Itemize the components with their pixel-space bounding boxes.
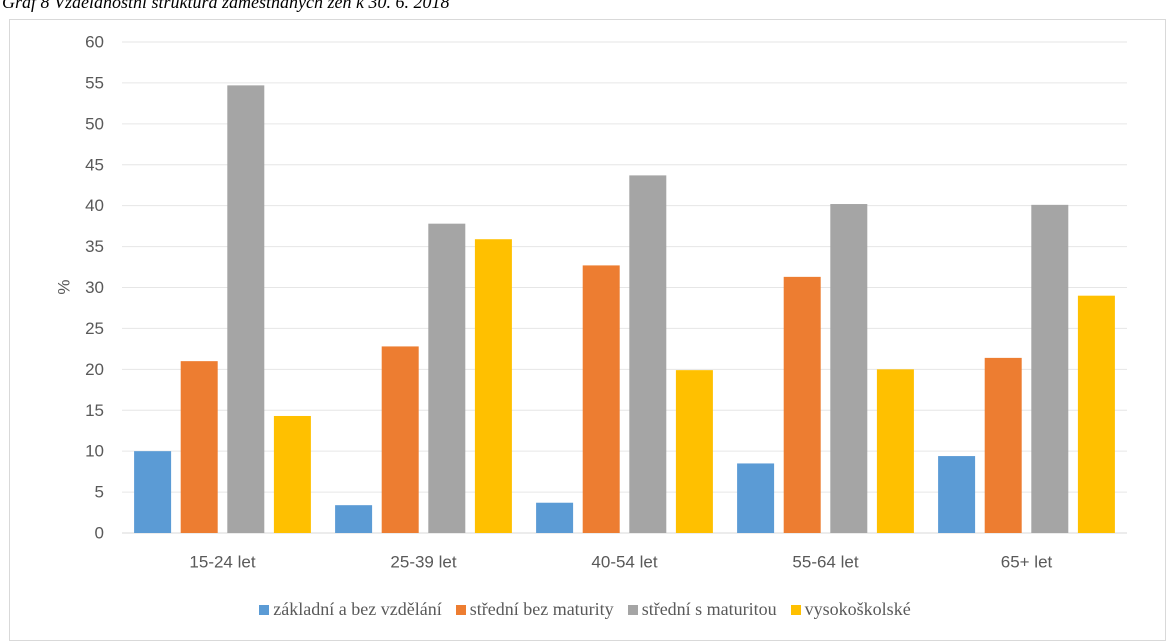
bar <box>227 85 265 533</box>
legend-swatch <box>259 604 270 615</box>
x-axis-ticks: 15-24 let 25-39 let 40-54 let 55-64 let 65+ … <box>189 553 1052 572</box>
y-tick-label: 35 <box>85 237 104 256</box>
legend-label: střední s maturitou <box>641 599 777 619</box>
bar <box>335 505 373 533</box>
y-tick-label: 60 <box>85 33 104 52</box>
x-tick-label: 55-64 let <box>792 553 858 572</box>
bar <box>536 502 574 533</box>
y-axis-ticks: 0 5 10 15 20 25 30 35 40 45 50 55 60 <box>85 33 104 543</box>
x-tick-label: 40-54 let <box>591 553 657 572</box>
chart-frame <box>9 19 1166 641</box>
bar <box>783 276 821 533</box>
bar <box>1077 295 1115 533</box>
y-tick-label: 55 <box>85 73 104 92</box>
bar <box>675 370 713 533</box>
legend-label: základní a bez vzdělání <box>273 599 442 619</box>
bar <box>629 175 667 533</box>
y-tick-label: 40 <box>85 196 104 215</box>
legend-swatch <box>790 604 801 615</box>
legend-item: vysokoškolské <box>790 599 911 620</box>
bar <box>134 451 172 533</box>
x-tick-label: 25-39 let <box>390 553 456 572</box>
bar <box>1031 204 1069 533</box>
bar <box>830 204 868 533</box>
y-tick-label: 25 <box>85 319 104 338</box>
legend-item: střední s maturitou <box>627 599 777 620</box>
bar <box>474 239 512 534</box>
y-tick-label: 20 <box>85 360 104 379</box>
legend-label: vysokoškolské <box>804 599 911 619</box>
legend-swatch <box>455 604 466 615</box>
gridlines <box>122 41 1127 534</box>
bar <box>428 223 466 534</box>
bar <box>938 456 976 533</box>
chart-caption: Graf 8 Vzdělanostní struktura zaměstnaný… <box>2 0 450 12</box>
legend-item: základní a bez vzdělání <box>259 599 442 620</box>
bar <box>582 265 620 533</box>
bar <box>737 463 775 533</box>
legend-item: střední bez maturity <box>455 599 614 620</box>
y-tick-label: 50 <box>85 114 104 133</box>
bar <box>876 369 914 533</box>
y-tick-label: 0 <box>95 524 104 543</box>
bar <box>273 415 311 533</box>
bars <box>134 85 1115 534</box>
y-tick-label: 5 <box>95 483 104 502</box>
x-tick-label: 15-24 let <box>189 553 255 572</box>
bar <box>984 357 1022 533</box>
legend: základní a bez vzdělání střední bez matur… <box>0 599 1170 620</box>
y-tick-label: 15 <box>85 401 104 420</box>
bar-chart: 0 5 10 15 20 25 30 35 40 45 50 55 60 % 15-24 let 25-3… <box>55 33 1127 572</box>
y-axis-label: % <box>55 279 74 294</box>
legend-label: střední bez maturity <box>469 599 614 619</box>
x-tick-label: 65+ let <box>1001 553 1053 572</box>
bar <box>381 346 419 533</box>
y-tick-label: 10 <box>85 442 104 461</box>
legend-swatch <box>627 604 638 615</box>
bar <box>180 361 218 533</box>
y-tick-label: 30 <box>85 278 104 297</box>
y-tick-label: 45 <box>85 155 104 174</box>
